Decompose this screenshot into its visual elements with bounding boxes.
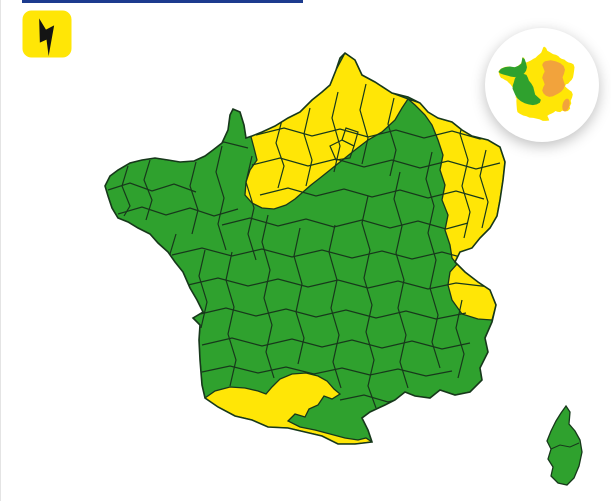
storm-alert-badge[interactable]: [22, 10, 72, 58]
national-overview-inset[interactable]: [485, 28, 599, 142]
inset-region-center-east-orange: [542, 60, 565, 97]
department-borders: [107, 83, 503, 409]
map-layers: [104, 51, 583, 486]
lightning-bolt-icon: [39, 18, 55, 57]
france-outline: [104, 51, 506, 445]
top-accent-line: [22, 0, 303, 3]
corsica-department-border: [550, 442, 580, 450]
inset-corsica-orange: [562, 98, 570, 112]
inset-map-svg: [498, 46, 575, 121]
inset-region-west-center-green: [512, 73, 541, 106]
inset-region-northwest-green: [498, 57, 527, 78]
